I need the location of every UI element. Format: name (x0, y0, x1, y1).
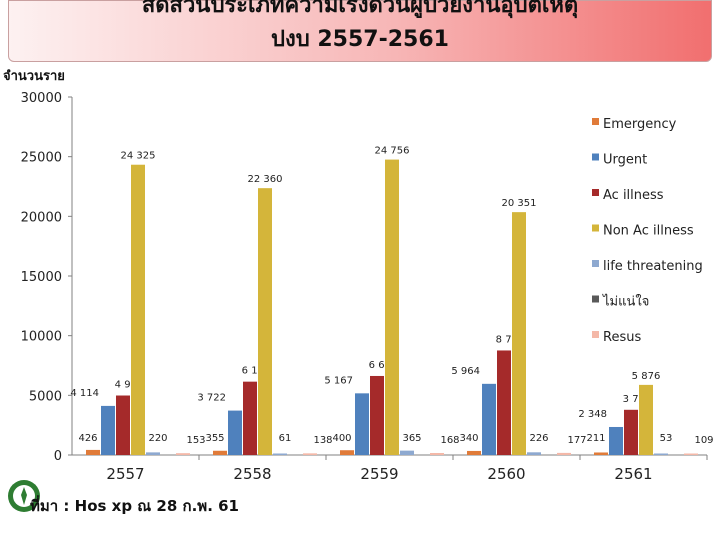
y-tick-label: 20000 (21, 210, 62, 225)
bar (557, 452, 571, 455)
data-label: 365 (402, 433, 421, 444)
bar (370, 375, 384, 455)
data-label: 6 146 (242, 366, 271, 377)
bar (467, 450, 481, 455)
bar (594, 452, 608, 455)
data-label: 220 (148, 433, 167, 444)
bar (355, 393, 369, 455)
bar (228, 410, 242, 455)
data-label: 24 325 (121, 151, 156, 162)
y-tick-label: 30000 (21, 91, 62, 106)
y-tick-label: 15000 (21, 270, 62, 285)
legend-swatch (592, 295, 599, 303)
data-label: 2 348 (578, 409, 607, 420)
legend-swatch (592, 260, 599, 267)
data-label: 8 760 (496, 334, 525, 345)
data-label: 4 114 (70, 388, 99, 399)
bar (609, 426, 623, 455)
data-label: 5 876 (632, 371, 661, 382)
bar (400, 450, 414, 455)
data-label: 177 (567, 435, 586, 446)
data-label: 226 (529, 433, 548, 444)
bar (482, 383, 496, 455)
data-label: 61 (279, 433, 292, 444)
bar (340, 450, 354, 455)
bar (624, 409, 638, 455)
x-tick-label: 2561 (614, 465, 652, 483)
bar (497, 350, 511, 455)
data-label: 20 351 (502, 198, 537, 209)
bar (258, 188, 272, 456)
chart-subtitle: ปงบ 2557-2561 (271, 27, 449, 52)
legend-entry: Resus (603, 330, 641, 345)
bar (213, 450, 227, 455)
legend-swatch (592, 224, 599, 232)
bar (243, 381, 257, 455)
data-label: 53 (660, 433, 673, 444)
x-tick-label: 2557 (106, 465, 144, 483)
data-label: 109 (694, 435, 713, 446)
legend-swatch (592, 118, 599, 125)
data-label: 22 360 (248, 174, 283, 185)
bar (639, 384, 653, 455)
bar (430, 452, 444, 455)
legend-entry: Ac illness (603, 188, 664, 203)
y-tick-label: 10000 (21, 330, 62, 345)
data-label: 168 (440, 435, 459, 446)
bar (101, 405, 115, 455)
bar (116, 395, 130, 455)
data-label: 400 (332, 433, 351, 444)
bar (273, 453, 287, 455)
data-label: 24 756 (375, 146, 410, 157)
legend-swatch (592, 331, 599, 338)
data-label: 3 788 (623, 394, 652, 405)
data-label: 426 (78, 433, 97, 444)
data-label: 3 722 (197, 393, 226, 404)
data-source-note: ที่มา : Hos xp ณ 28 ก.พ. 61 (30, 497, 239, 515)
legend-entry: ไม่แน่ใจ (602, 294, 649, 310)
data-label: 6 623 (369, 360, 398, 371)
y-axis-label: จำนวนราย (3, 69, 65, 84)
data-label: 340 (459, 433, 478, 444)
bar (527, 452, 541, 455)
data-label: 211 (586, 433, 605, 444)
y-tick-label: 0 (54, 449, 62, 464)
chart-title: สัดส่วนประเภทความเร่งด่วนผู้ป่วยงานอุบัต… (141, 0, 579, 18)
data-label: 5 167 (324, 375, 353, 386)
bar (131, 164, 145, 455)
legend-swatch (592, 153, 599, 161)
y-tick-label: 25000 (21, 151, 62, 166)
hospital-logo-icon (8, 480, 40, 512)
data-label: 5 964 (451, 366, 480, 377)
data-label: 355 (205, 433, 224, 444)
data-label: 153 (186, 435, 205, 446)
y-tick-label: 5000 (29, 389, 62, 404)
bar (146, 452, 160, 455)
data-label: 4 985 (115, 380, 144, 391)
legend-entry: Urgent (603, 153, 647, 168)
legend-entry: life threatening (603, 259, 703, 274)
bar (684, 453, 698, 455)
title-banner: สัดส่วนประเภทความเร่งด่วนผู้ป่วยงานอุบัต… (8, 0, 712, 62)
bar (303, 453, 317, 455)
x-tick-label: 2559 (360, 465, 398, 483)
legend-swatch (592, 189, 599, 196)
x-tick-label: 2560 (487, 465, 525, 483)
bar (385, 159, 399, 455)
legend-entry: Non Ac illness (603, 224, 694, 239)
bar (654, 453, 668, 455)
x-tick-label: 2558 (233, 465, 271, 483)
bar (86, 449, 100, 455)
bar (512, 212, 526, 455)
data-label: 138 (313, 435, 332, 446)
bar (176, 453, 190, 455)
legend-entry: Emergency (603, 117, 677, 132)
